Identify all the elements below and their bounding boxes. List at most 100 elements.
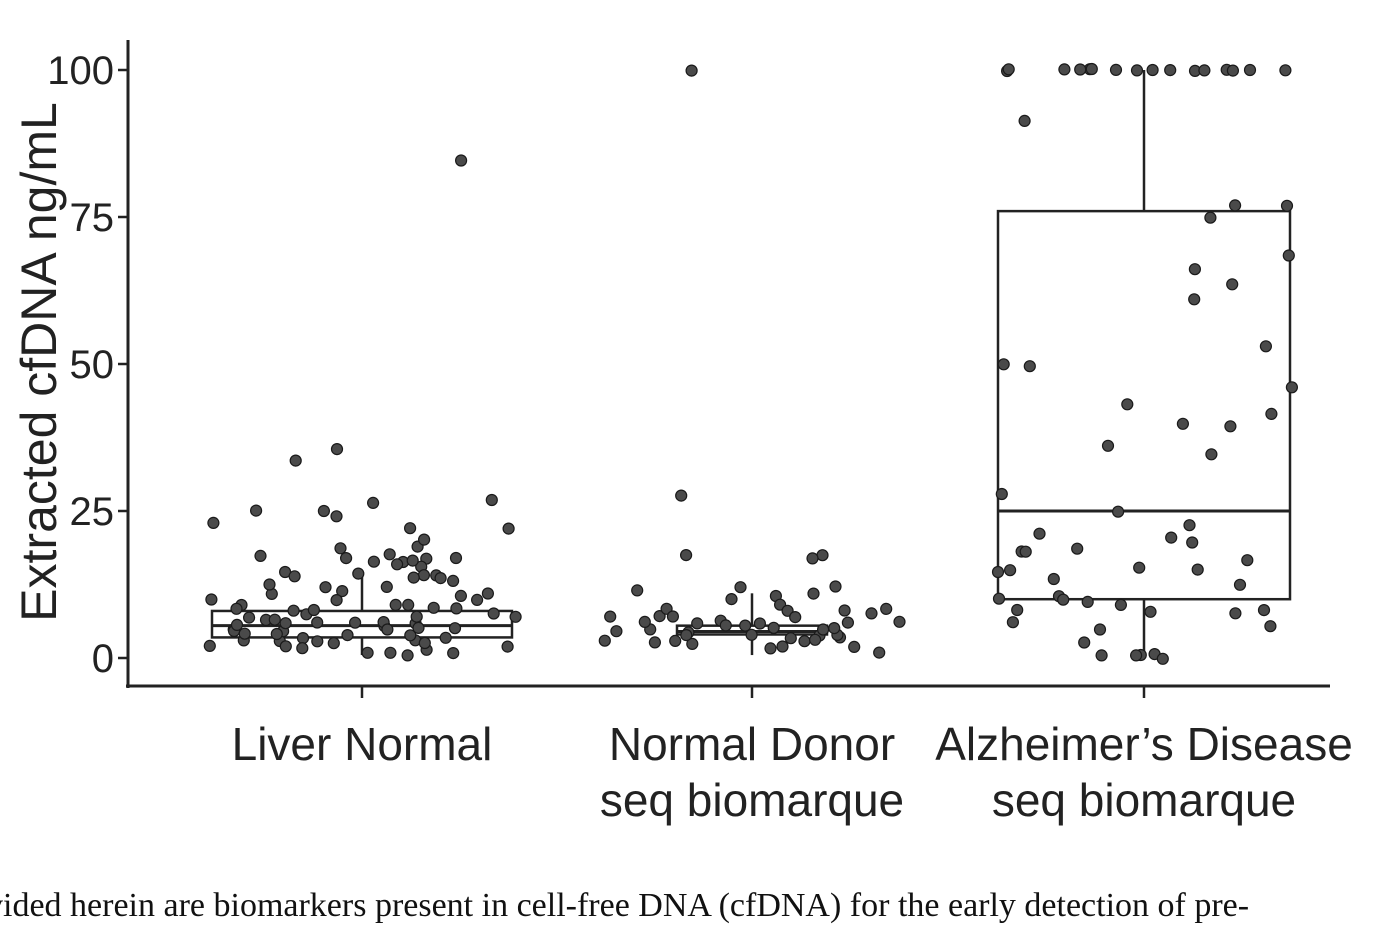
data-point bbox=[269, 614, 280, 625]
data-point bbox=[264, 579, 275, 590]
data-point bbox=[692, 618, 703, 629]
data-point bbox=[1227, 279, 1238, 290]
data-point bbox=[428, 602, 439, 613]
data-point bbox=[331, 511, 342, 522]
data-point bbox=[350, 617, 361, 628]
data-point bbox=[632, 585, 643, 596]
data-point bbox=[1096, 650, 1107, 661]
data-point bbox=[790, 612, 801, 623]
data-point bbox=[1189, 294, 1200, 305]
data-point bbox=[818, 624, 829, 635]
data-point bbox=[1225, 421, 1236, 432]
data-point bbox=[1259, 605, 1270, 616]
data-point bbox=[842, 617, 853, 628]
data-point bbox=[817, 550, 828, 561]
data-point bbox=[1187, 537, 1198, 548]
data-point bbox=[785, 633, 796, 644]
data-point bbox=[1005, 565, 1016, 576]
data-point bbox=[407, 555, 418, 566]
data-point bbox=[1048, 574, 1059, 585]
data-point bbox=[1199, 65, 1210, 76]
data-point bbox=[1058, 594, 1069, 605]
data-point bbox=[312, 617, 323, 628]
data-point bbox=[726, 594, 737, 605]
data-point bbox=[390, 599, 401, 610]
x-tick-label: Alzheimer’s Disease bbox=[935, 718, 1353, 770]
data-point bbox=[1286, 382, 1297, 393]
data-point bbox=[384, 549, 395, 560]
data-point bbox=[455, 590, 466, 601]
data-point bbox=[1019, 115, 1030, 126]
data-point bbox=[1282, 200, 1293, 211]
data-point bbox=[1230, 608, 1241, 619]
data-point bbox=[829, 623, 840, 634]
data-point bbox=[1147, 65, 1158, 76]
data-point bbox=[231, 603, 242, 614]
data-point bbox=[777, 641, 788, 652]
data-point bbox=[456, 155, 467, 166]
data-point bbox=[440, 632, 451, 643]
data-point bbox=[1230, 200, 1241, 211]
data-point bbox=[830, 581, 841, 592]
data-point bbox=[320, 582, 331, 593]
data-point bbox=[405, 523, 416, 534]
data-point bbox=[298, 633, 309, 644]
data-point bbox=[996, 489, 1007, 500]
data-point bbox=[1283, 250, 1294, 261]
data-point bbox=[280, 641, 291, 652]
data-point bbox=[1235, 579, 1246, 590]
data-point bbox=[599, 635, 610, 646]
data-point bbox=[368, 556, 379, 567]
data-point bbox=[435, 573, 446, 584]
x-tick-label: Normal Donor bbox=[609, 718, 895, 770]
data-point bbox=[403, 599, 414, 610]
data-point bbox=[1242, 555, 1253, 566]
data-point bbox=[482, 588, 493, 599]
data-point bbox=[1072, 543, 1083, 554]
data-point bbox=[332, 444, 343, 455]
data-point bbox=[451, 553, 462, 564]
data-point bbox=[735, 582, 746, 593]
data-point bbox=[874, 647, 885, 658]
data-points bbox=[204, 64, 1297, 665]
data-point bbox=[1024, 361, 1035, 372]
caption-text: vided herein are biomarkers present in c… bbox=[0, 882, 1400, 930]
data-point bbox=[353, 568, 364, 579]
caption-line-1: vided herein are biomarkers present in c… bbox=[0, 882, 1400, 930]
data-point bbox=[1012, 605, 1023, 616]
data-point bbox=[1134, 562, 1145, 573]
data-point bbox=[1079, 637, 1090, 648]
box-iqr bbox=[998, 211, 1290, 599]
data-point bbox=[297, 643, 308, 654]
x-tick-label: seq biomarque bbox=[992, 774, 1296, 826]
y-tick-label: 50 bbox=[70, 343, 115, 387]
data-point bbox=[451, 603, 462, 614]
data-point bbox=[335, 543, 346, 554]
data-point bbox=[605, 611, 616, 622]
data-point bbox=[754, 618, 765, 629]
data-point bbox=[1007, 617, 1018, 628]
y-tick-label: 0 bbox=[92, 637, 114, 681]
data-point bbox=[1280, 65, 1291, 76]
data-point bbox=[413, 622, 424, 633]
data-point bbox=[448, 648, 459, 659]
data-point bbox=[1165, 65, 1176, 76]
data-point bbox=[503, 523, 514, 534]
data-point bbox=[894, 616, 905, 627]
data-point bbox=[204, 640, 215, 651]
data-point bbox=[408, 572, 419, 583]
data-point bbox=[993, 567, 1004, 578]
data-point bbox=[1266, 408, 1277, 419]
data-point bbox=[649, 637, 660, 648]
data-point bbox=[341, 553, 352, 564]
data-point bbox=[419, 638, 430, 649]
data-point bbox=[472, 594, 483, 605]
data-point bbox=[418, 570, 429, 581]
data-point bbox=[450, 623, 461, 634]
data-point bbox=[1122, 399, 1133, 410]
data-point bbox=[318, 506, 329, 517]
data-point bbox=[849, 641, 860, 652]
y-axis-label: Extracted cfDNA ng/mL bbox=[11, 102, 67, 622]
data-point bbox=[1145, 606, 1156, 617]
data-point bbox=[208, 517, 219, 528]
